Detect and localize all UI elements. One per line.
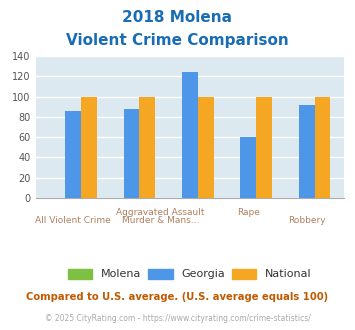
Bar xyxy=(198,97,214,198)
Text: Compared to U.S. average. (U.S. average equals 100): Compared to U.S. average. (U.S. average … xyxy=(26,292,329,302)
Bar xyxy=(182,72,198,198)
Text: 2018 Molena: 2018 Molena xyxy=(122,10,233,25)
Bar xyxy=(299,105,315,198)
Text: Violent Crime Comparison: Violent Crime Comparison xyxy=(66,33,289,48)
Text: Robbery: Robbery xyxy=(288,216,326,225)
Bar xyxy=(65,111,81,198)
Text: All Violent Crime: All Violent Crime xyxy=(35,216,111,225)
Text: Rape: Rape xyxy=(237,208,260,217)
Bar xyxy=(124,109,140,198)
Text: Murder & Mans...: Murder & Mans... xyxy=(122,216,200,225)
Bar xyxy=(81,97,97,198)
Text: Aggravated Assault: Aggravated Assault xyxy=(116,208,205,217)
Bar xyxy=(240,137,256,198)
Bar xyxy=(315,97,330,198)
Legend: Molena, Georgia, National: Molena, Georgia, National xyxy=(62,263,317,285)
Text: © 2025 CityRating.com - https://www.cityrating.com/crime-statistics/: © 2025 CityRating.com - https://www.city… xyxy=(45,314,310,323)
Bar xyxy=(140,97,155,198)
Bar xyxy=(256,97,272,198)
